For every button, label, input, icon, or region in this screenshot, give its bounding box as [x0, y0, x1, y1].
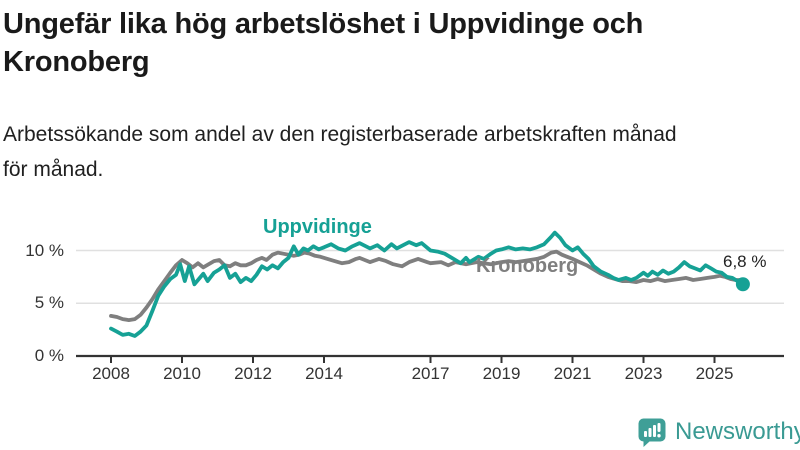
x-axis-label: 2017	[411, 364, 450, 383]
x-axis-label: 2008	[92, 364, 130, 383]
latest-point-dot	[735, 277, 750, 292]
y-axis-label: 0 %	[34, 346, 64, 365]
x-axis-label: 2010	[163, 364, 201, 383]
bar-chart-speech-bubble-icon	[638, 418, 666, 447]
subtitle-line-2: för månad.	[3, 158, 104, 181]
x-axis-label: 2023	[624, 364, 663, 383]
y-axis-label: 10 %	[25, 240, 64, 260]
chart-subtitle: Arbetssökande som andel av den registerb…	[3, 117, 783, 187]
x-axis-label: 2021	[553, 364, 592, 383]
series-line-kronoberg	[109, 249, 742, 322]
y-axis-label: 5 %	[34, 293, 64, 313]
title-line-1: Ungefär lika hög arbetslöshet i Uppvidin…	[3, 8, 644, 40]
x-axis-label: 2014	[305, 364, 343, 383]
title-line-2: Kronoberg	[3, 46, 150, 78]
series-line-uppvidinge	[109, 230, 745, 338]
newsworthy-logo[interactable]: Newsworthy	[637, 417, 800, 447]
series-label-kronoberg: Kronoberg	[476, 255, 579, 277]
x-axis-label: 2012	[234, 364, 272, 383]
subtitle-line-1: Arbetssökande som andel av den registerb…	[3, 123, 677, 146]
latest-value-label: 6,8 %	[723, 252, 767, 271]
brand-name: Newsworthy	[675, 418, 800, 445]
page-title: Ungefär lika hög arbetslöshet i Uppvidin…	[3, 5, 763, 81]
series-label-uppvidinge: Uppvidinge	[263, 216, 372, 238]
x-axis-label: 2025	[695, 364, 734, 383]
x-axis-label: 2019	[482, 364, 521, 383]
